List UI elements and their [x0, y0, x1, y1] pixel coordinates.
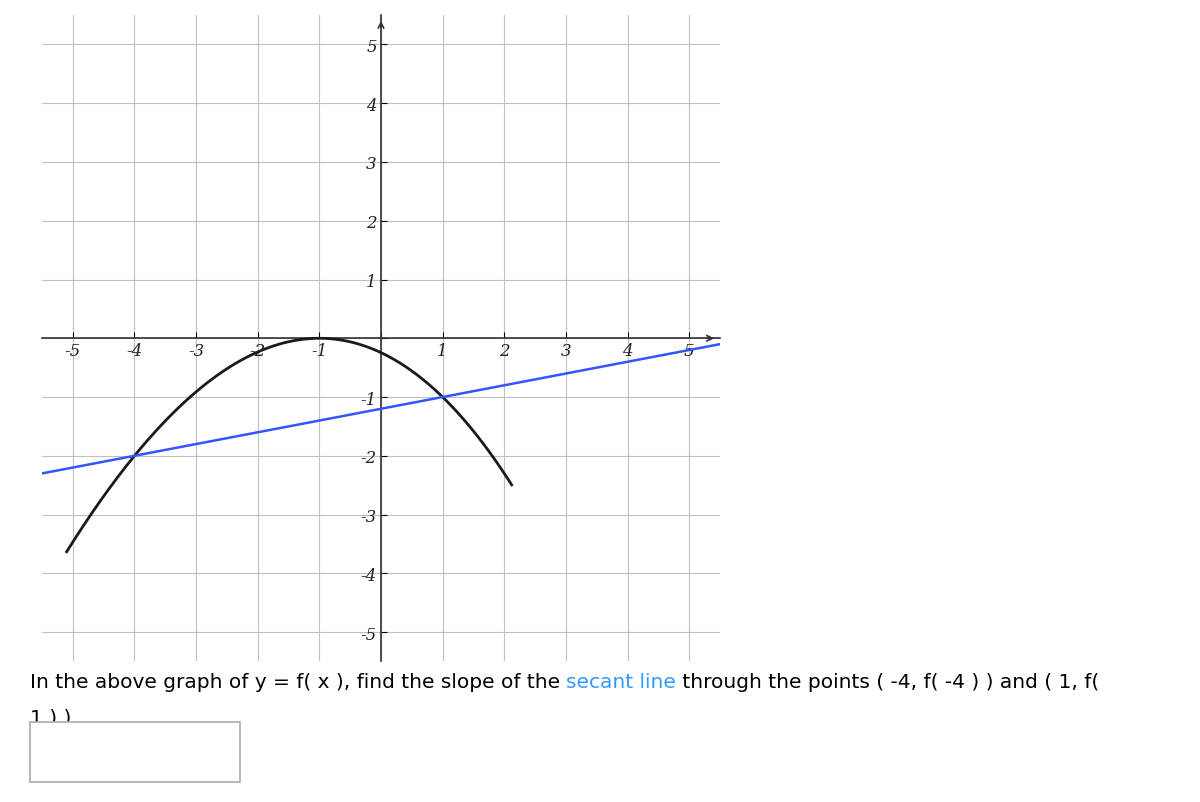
Text: through the points ( -4, f( -4 ) ) and ( 1, f(: through the points ( -4, f( -4 ) ) and (…	[677, 672, 1099, 691]
Text: In the above graph of y = f( x ), find the slope of the: In the above graph of y = f( x ), find t…	[30, 672, 566, 691]
Text: secant line: secant line	[566, 672, 677, 691]
FancyBboxPatch shape	[30, 722, 240, 782]
Text: 1 ) ).: 1 ) ).	[30, 707, 78, 727]
